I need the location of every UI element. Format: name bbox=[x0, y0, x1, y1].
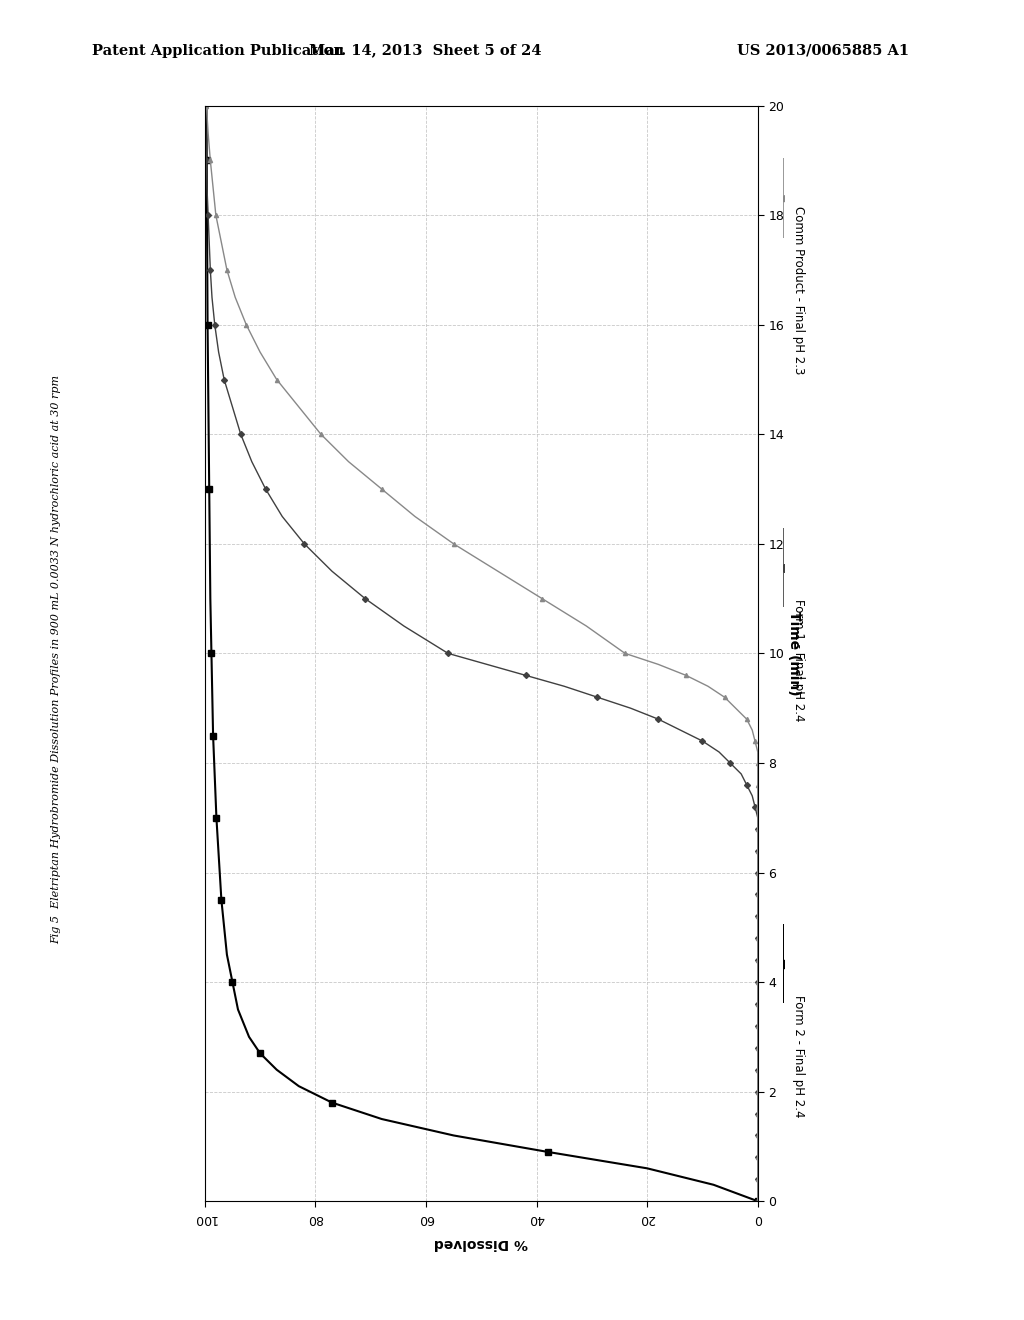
Form 1 - Final pH 2.4 bbox=[752, 1193, 764, 1209]
Form 2 - Final pH 2.4 bbox=[218, 919, 230, 935]
Text: Form 2 - Final pH 2.4: Form 2 - Final pH 2.4 bbox=[793, 995, 805, 1117]
Comm Product - Final pH 2.3 bbox=[752, 1193, 764, 1209]
Form 2 - Final pH 2.4 bbox=[201, 207, 213, 223]
Form 2 - Final pH 2.4 bbox=[447, 1127, 460, 1143]
Form 2 - Final pH 2.4 bbox=[210, 809, 222, 826]
Comm Product - Final pH 2.3 bbox=[201, 98, 213, 114]
Form 2 - Final pH 2.4 bbox=[207, 700, 219, 715]
Form 2 - Final pH 2.4 bbox=[209, 783, 221, 799]
Form 2 - Final pH 2.4 bbox=[326, 1094, 338, 1110]
Comm Product - Final pH 2.3 bbox=[752, 974, 764, 990]
Form 1 - Final pH 2.4 bbox=[696, 733, 709, 748]
Form 2 - Final pH 2.4 bbox=[254, 1045, 266, 1061]
Form 2 - Final pH 2.4 bbox=[542, 1144, 554, 1160]
Line: Form 2 - Final pH 2.4: Form 2 - Final pH 2.4 bbox=[203, 102, 761, 1205]
Form 2 - Final pH 2.4 bbox=[243, 1030, 255, 1045]
Form 2 - Final pH 2.4 bbox=[293, 1078, 305, 1094]
Form 1 - Final pH 2.4 bbox=[200, 98, 212, 114]
Text: Form 1 - Final pH 2.4: Form 1 - Final pH 2.4 bbox=[793, 599, 805, 721]
Text: Fig 5  Eletriptan Hydrobromide Dissolution Profiles in 900 mL 0.0033 N hydrochlo: Fig 5 Eletriptan Hydrobromide Dissolutio… bbox=[51, 375, 61, 945]
Form 2 - Final pH 2.4 bbox=[226, 974, 239, 990]
Form 2 - Final pH 2.4 bbox=[212, 837, 224, 853]
Text: Patent Application Publication: Patent Application Publication bbox=[92, 44, 344, 58]
Form 2 - Final pH 2.4 bbox=[201, 261, 213, 279]
Form 2 - Final pH 2.4 bbox=[214, 865, 226, 880]
Text: Comm Product - Final pH 2.3: Comm Product - Final pH 2.3 bbox=[793, 206, 805, 375]
Form 1 - Final pH 2.4 bbox=[752, 821, 764, 837]
Text: Mar. 14, 2013  Sheet 5 of 24: Mar. 14, 2013 Sheet 5 of 24 bbox=[308, 44, 542, 58]
Form 2 - Final pH 2.4 bbox=[206, 673, 218, 689]
Form 2 - Final pH 2.4 bbox=[201, 98, 213, 114]
Form 2 - Final pH 2.4 bbox=[202, 317, 214, 333]
Form 2 - Final pH 2.4 bbox=[270, 1061, 283, 1077]
Form 1 - Final pH 2.4 bbox=[202, 207, 214, 223]
Line: Comm Product - Final pH 2.3: Comm Product - Final pH 2.3 bbox=[205, 103, 760, 1204]
Form 2 - Final pH 2.4 bbox=[231, 1002, 244, 1018]
Form 2 - Final pH 2.4 bbox=[207, 727, 219, 743]
Y-axis label: Time (min): Time (min) bbox=[786, 611, 801, 696]
Form 2 - Final pH 2.4 bbox=[208, 755, 220, 771]
Form 2 - Final pH 2.4 bbox=[641, 1160, 653, 1176]
Form 2 - Final pH 2.4 bbox=[376, 1111, 388, 1127]
Form 2 - Final pH 2.4 bbox=[752, 1193, 764, 1209]
Form 2 - Final pH 2.4 bbox=[201, 153, 213, 169]
Form 2 - Final pH 2.4 bbox=[202, 372, 214, 388]
Comm Product - Final pH 2.3 bbox=[210, 207, 222, 223]
Form 2 - Final pH 2.4 bbox=[203, 482, 215, 498]
Comm Product - Final pH 2.3 bbox=[752, 1171, 764, 1187]
Form 2 - Final pH 2.4 bbox=[204, 536, 216, 552]
Form 1 - Final pH 2.4 bbox=[752, 908, 764, 924]
Form 2 - Final pH 2.4 bbox=[205, 645, 217, 661]
Form 2 - Final pH 2.4 bbox=[708, 1177, 720, 1193]
Comm Product - Final pH 2.3 bbox=[752, 821, 764, 837]
Comm Product - Final pH 2.3 bbox=[749, 733, 761, 748]
Form 1 - Final pH 2.4 bbox=[752, 974, 764, 990]
Form 2 - Final pH 2.4 bbox=[221, 946, 233, 962]
Form 2 - Final pH 2.4 bbox=[204, 591, 216, 607]
Line: Form 1 - Final pH 2.4: Form 1 - Final pH 2.4 bbox=[204, 103, 760, 1204]
Comm Product - Final pH 2.3 bbox=[752, 908, 764, 924]
Form 1 - Final pH 2.4 bbox=[752, 1171, 764, 1187]
Form 2 - Final pH 2.4 bbox=[215, 892, 227, 908]
Form 2 - Final pH 2.4 bbox=[203, 426, 215, 442]
X-axis label: % Dissolved: % Dissolved bbox=[434, 1236, 528, 1250]
Text: US 2013/0065885 A1: US 2013/0065885 A1 bbox=[737, 44, 909, 58]
